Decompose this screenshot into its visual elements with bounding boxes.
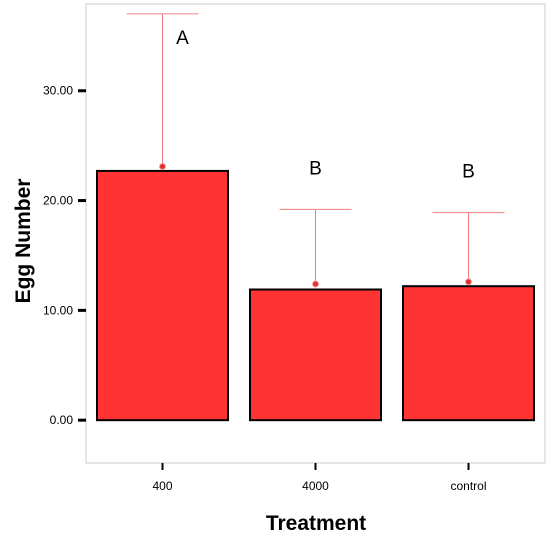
significance-label: A: [176, 28, 189, 49]
significance-labels: A B B: [176, 28, 475, 183]
x-axis: 400 4000 control: [152, 463, 487, 493]
bar-400: [96, 169, 229, 422]
significance-label: B: [462, 162, 475, 183]
y-tick-label: 20.00: [43, 194, 73, 208]
bar-control: [402, 285, 535, 422]
x-tick-label: 400: [152, 479, 172, 493]
mean-marker: [465, 278, 472, 286]
y-tick-label: 30.00: [43, 84, 73, 98]
y-tick-label: 10.00: [43, 303, 73, 317]
y-axis: 0.00 10.00 20.00 30.00: [43, 84, 86, 427]
y-axis-title: Egg Number: [12, 179, 35, 304]
bar-4000: [249, 288, 382, 422]
significance-label: B: [309, 158, 322, 179]
mean-marker: [159, 163, 166, 171]
x-tick-label: 4000: [302, 479, 329, 493]
bars: [96, 169, 535, 422]
error-bars: [126, 13, 505, 288]
x-tick-label: control: [450, 479, 486, 493]
mean-marker: [312, 280, 319, 288]
x-axis-title: Treatment: [266, 512, 366, 535]
y-tick-label: 0.00: [50, 413, 74, 427]
